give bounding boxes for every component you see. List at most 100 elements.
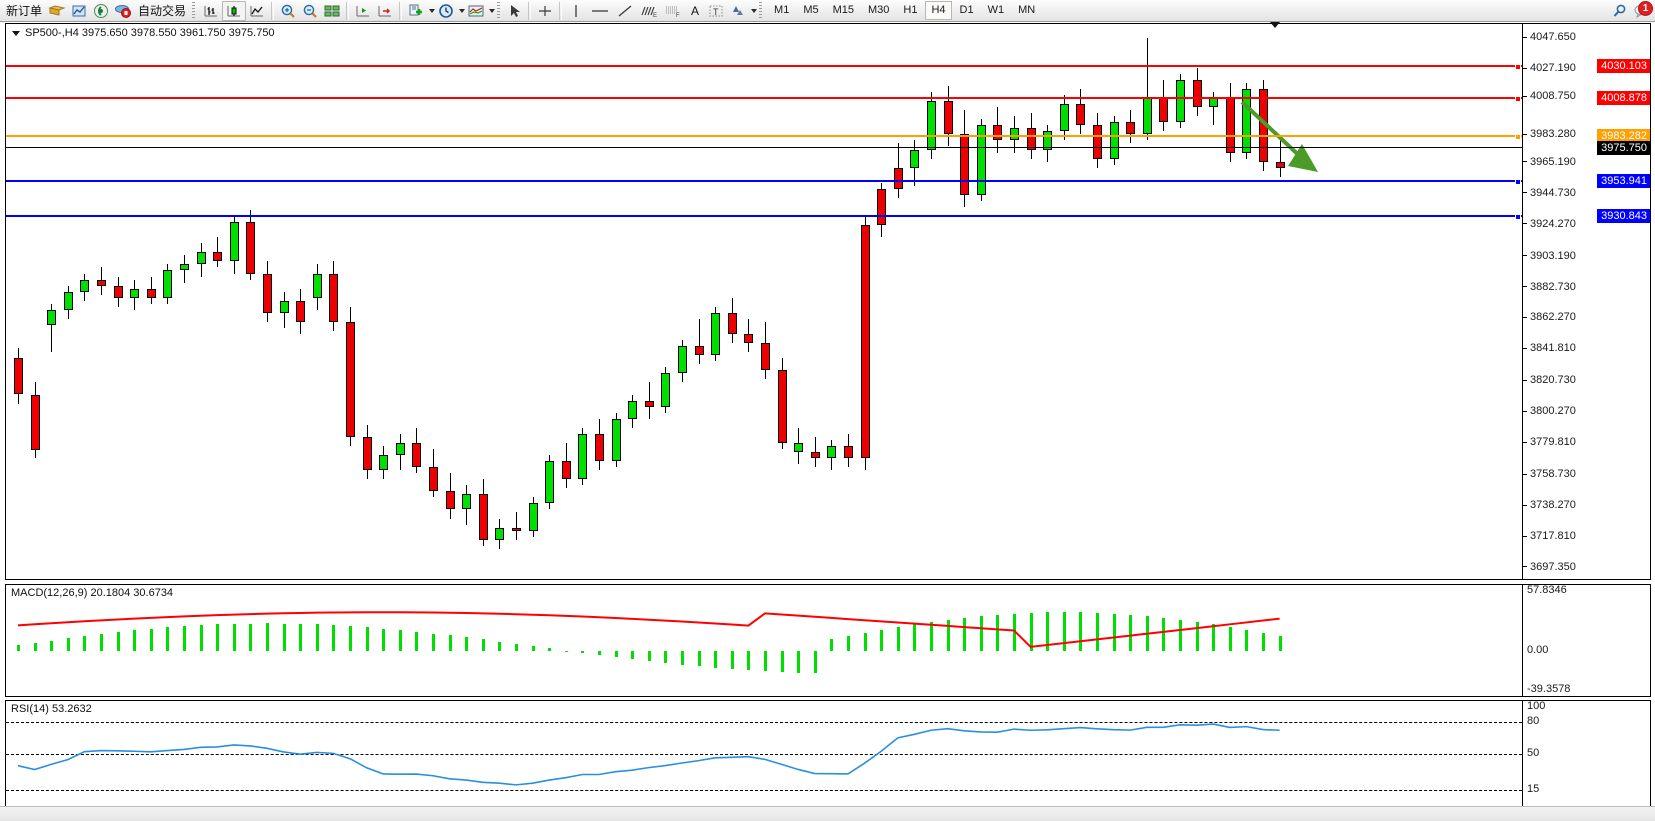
price-plot[interactable]: [6, 24, 1522, 579]
price-label-3953.941[interactable]: 3953.941: [1597, 173, 1650, 188]
macd-scale[interactable]: 57.8346 0.00 -39.3578: [1522, 585, 1650, 696]
level-line-3983.282[interactable]: [6, 134, 1522, 141]
candle-body: [893, 167, 903, 189]
autoscroll-icon[interactable]: [374, 1, 396, 21]
candle: [1010, 24, 1019, 579]
candle-body: [395, 442, 405, 455]
level-line-3953.941[interactable]: [6, 178, 1522, 185]
rsi-tick: 80: [1527, 715, 1540, 727]
candle-body: [1043, 131, 1053, 150]
fibonacci-icon[interactable]: F: [661, 1, 685, 21]
chevron-down-icon[interactable]: [751, 8, 758, 13]
templates-icon[interactable]: [465, 1, 487, 21]
price-label-3975.750[interactable]: 3975.750: [1597, 140, 1650, 155]
timeframe-m5[interactable]: M5: [803, 4, 819, 16]
candle-body: [163, 270, 173, 298]
search-icon[interactable]: [1609, 1, 1631, 21]
timeframe-m30[interactable]: M30: [868, 4, 890, 16]
autotrading-icon[interactable]: [112, 1, 134, 21]
level-handle[interactable]: [1515, 134, 1521, 141]
timeframe-h4[interactable]: H4: [925, 1, 952, 20]
tile-windows-icon[interactable]: [321, 1, 343, 21]
candle: [213, 24, 223, 579]
timeframe-d1[interactable]: D1: [959, 4, 974, 16]
level-line-3930.843[interactable]: [6, 213, 1522, 220]
vline-icon[interactable]: [565, 1, 587, 21]
macd-plot[interactable]: [6, 585, 1522, 696]
candle: [678, 24, 687, 579]
candle-body: [777, 370, 787, 443]
crosshair-icon[interactable]: [534, 1, 556, 21]
price-tick: 3924.270: [1523, 218, 1576, 230]
cursor-icon[interactable]: [505, 1, 525, 21]
elliott-wave-icon[interactable]: E: [637, 1, 661, 21]
timeframe-m1[interactable]: M1: [774, 4, 790, 16]
level-handle[interactable]: [1515, 95, 1521, 102]
collapse-arrow-icon[interactable]: [12, 30, 20, 36]
price-label-4030.103[interactable]: 4030.103: [1597, 58, 1650, 73]
new-order-button[interactable]: 新订单: [6, 4, 43, 18]
candle-body: [727, 312, 737, 334]
chevron-down-icon[interactable]: [459, 8, 466, 13]
toolbar-grip[interactable]: [192, 2, 197, 19]
candle: [80, 24, 90, 579]
level-handle[interactable]: [1515, 63, 1521, 70]
candle-body: [1126, 122, 1136, 135]
label-icon[interactable]: T: [705, 1, 727, 21]
level-handle[interactable]: [1515, 178, 1521, 185]
rsi-plot[interactable]: [6, 701, 1522, 806]
folder-icon[interactable]: [46, 1, 68, 21]
price-pane[interactable]: SP500-,H4 3975.650 3978.550 3961.750 397…: [5, 23, 1651, 580]
chevron-down-icon[interactable]: [429, 8, 436, 13]
price-tick: 3697.350: [1523, 561, 1576, 573]
level-line-4030.103[interactable]: [6, 63, 1522, 70]
shift-chart-icon[interactable]: [352, 1, 374, 21]
notifications-icon[interactable]: 1: [1631, 0, 1653, 20]
price-label-3930.843[interactable]: 3930.843: [1597, 208, 1650, 223]
timeframe-m15[interactable]: M15: [832, 4, 854, 16]
rsi-pane[interactable]: RSI(14) 53.2632 100 80 50 15: [5, 700, 1651, 807]
macd-histogram-bar: [33, 642, 37, 652]
network-icon[interactable]: [90, 1, 112, 21]
toolbar-grip[interactable]: [759, 2, 764, 19]
timeframe-w1[interactable]: W1: [987, 4, 1005, 16]
zoom-out-icon[interactable]: [299, 1, 321, 21]
trendline-icon[interactable]: [613, 1, 637, 21]
period-icon[interactable]: [435, 1, 457, 21]
indicators-icon[interactable]: [405, 1, 427, 21]
candle-body: [1242, 89, 1252, 153]
candlestick-icon[interactable]: [222, 0, 247, 21]
candle: [727, 24, 737, 579]
open-chart-icon[interactable]: [68, 1, 90, 21]
line-chart-icon[interactable]: [246, 1, 268, 21]
price-label-3983.282[interactable]: 3983.282: [1597, 129, 1650, 144]
svg-text:E: E: [653, 13, 657, 19]
level-handle[interactable]: [1515, 213, 1521, 220]
rsi-tick: 15: [1527, 783, 1540, 796]
shapes-icon[interactable]: [727, 1, 749, 21]
rsi-scale[interactable]: 100 80 50 15: [1522, 701, 1650, 806]
candle-body: [462, 494, 472, 510]
macd-histogram-bar: [880, 629, 884, 652]
text-icon[interactable]: A: [691, 3, 700, 18]
level-line-3975.750[interactable]: [6, 146, 1522, 148]
timeframe-h1[interactable]: H1: [903, 4, 918, 16]
macd-histogram-bar: [631, 651, 635, 660]
candle: [229, 24, 239, 579]
zoom-in-icon[interactable]: [277, 1, 299, 21]
bar-chart-icon[interactable]: [200, 1, 222, 21]
timeframe-mn[interactable]: MN: [1018, 4, 1036, 16]
macd-pane[interactable]: MACD(12,26,9) 20.1804 30.6734 57.8346 0.0…: [5, 584, 1651, 697]
price-scale[interactable]: 4047.650 4027.190 4008.750 3983.280 3965.190…: [1522, 24, 1650, 579]
macd-tick: -39.3578: [1527, 683, 1571, 695]
price-label-4008.878[interactable]: 4008.878: [1597, 90, 1650, 105]
candle: [1076, 24, 1086, 579]
hline-icon[interactable]: [587, 1, 613, 21]
macd-histogram-bar: [581, 651, 585, 653]
chevron-down-icon[interactable]: [489, 8, 496, 13]
level-line-4008.878[interactable]: [6, 95, 1522, 102]
toolbar-grip[interactable]: [497, 2, 502, 19]
macd-histogram-bar: [299, 623, 303, 652]
autotrading-button[interactable]: 自动交易: [138, 4, 187, 18]
down-trend-arrow[interactable]: [6, 24, 1522, 579]
